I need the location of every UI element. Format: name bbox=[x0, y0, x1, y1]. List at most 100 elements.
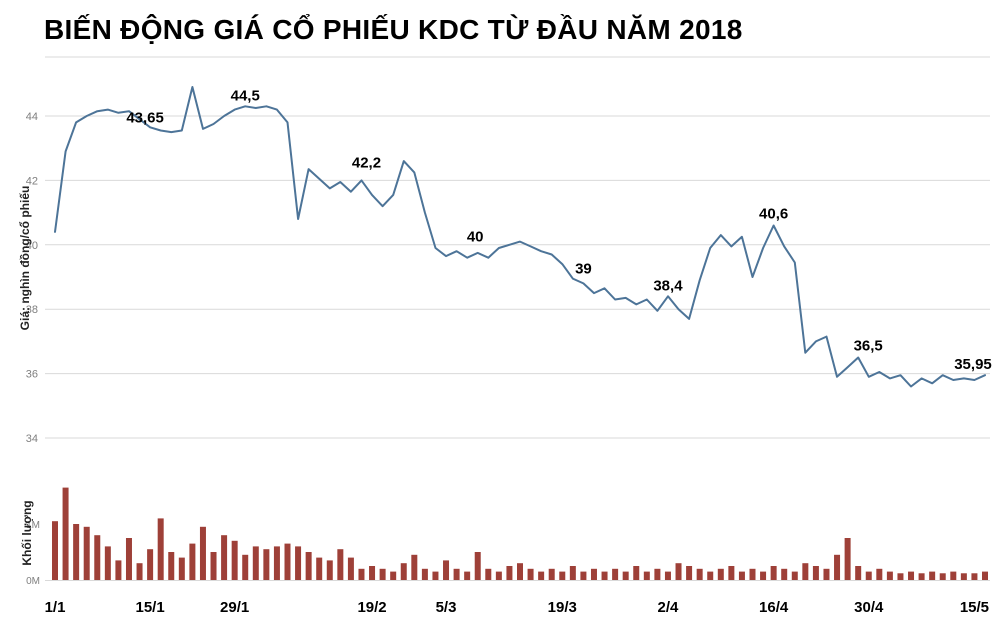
volume-bar bbox=[231, 540, 238, 580]
volume-bar bbox=[612, 568, 619, 580]
x-axis-tick-label: 19/2 bbox=[357, 599, 386, 616]
x-axis-tick-label: 15/1 bbox=[136, 599, 165, 616]
volume-bar bbox=[918, 573, 925, 580]
volume-bar bbox=[590, 568, 597, 580]
volume-axis-tick-label: 1M bbox=[26, 520, 40, 531]
volume-bar bbox=[654, 568, 661, 580]
volume-bar bbox=[147, 549, 154, 580]
volume-bar bbox=[464, 571, 471, 580]
volume-bar bbox=[643, 571, 650, 580]
volume-bar bbox=[675, 563, 682, 580]
volume-bar bbox=[569, 566, 576, 580]
volume-bar bbox=[749, 568, 756, 580]
price-axis-tick-label: 38 bbox=[26, 304, 38, 316]
volume-bar bbox=[622, 571, 629, 580]
price-point-label: 35,95 bbox=[954, 356, 992, 373]
volume-bar bbox=[52, 521, 58, 580]
volume-bar bbox=[738, 571, 745, 580]
volume-bar bbox=[580, 571, 587, 580]
volume-bar bbox=[664, 571, 671, 580]
volume-bar bbox=[506, 566, 513, 580]
volume-bar bbox=[157, 518, 164, 580]
volume-bar bbox=[886, 571, 893, 580]
volume-bar bbox=[273, 546, 280, 580]
volume-bar bbox=[802, 563, 809, 580]
volume-bar bbox=[474, 552, 481, 580]
volume-bar bbox=[347, 557, 354, 580]
volume-bar bbox=[770, 566, 777, 580]
x-axis-tick-label: 1/1 bbox=[45, 599, 66, 616]
volume-bar bbox=[83, 526, 90, 580]
price-point-label: 43,65 bbox=[126, 109, 164, 126]
volume-bar bbox=[125, 538, 132, 580]
chart-title: BIẾN ĐỘNG GIÁ CỔ PHIẾU KDC TỪ ĐẦU NĂM 20… bbox=[44, 14, 743, 45]
x-axis-tick-label: 2/4 bbox=[658, 599, 680, 616]
volume-bar bbox=[221, 535, 228, 580]
volume-bar bbox=[728, 566, 735, 580]
x-axis-tick-label: 29/1 bbox=[220, 599, 249, 616]
volume-bar bbox=[94, 535, 101, 580]
volume-bar bbox=[295, 546, 302, 580]
volume-bar bbox=[115, 560, 122, 580]
price-point-label: 36,5 bbox=[854, 338, 883, 355]
price-axis-tick-label: 42 bbox=[26, 175, 38, 187]
volume-bar bbox=[485, 568, 492, 580]
volume-bar bbox=[548, 568, 555, 580]
volume-bar bbox=[897, 573, 904, 580]
price-axis-tick-label: 44 bbox=[26, 111, 38, 123]
volume-bar bbox=[62, 487, 69, 580]
volume-bar bbox=[453, 568, 460, 580]
price-axis-title: Giá: nghìn đồng/cổ phiếu bbox=[18, 185, 32, 331]
volume-bar bbox=[379, 568, 386, 580]
x-axis-tick-label: 19/3 bbox=[548, 599, 577, 616]
price-point-label: 40 bbox=[467, 229, 484, 246]
volume-bar bbox=[855, 566, 862, 580]
volume-bar bbox=[971, 573, 978, 580]
volume-bar bbox=[316, 557, 323, 580]
volume-bar bbox=[411, 554, 418, 580]
volume-bar bbox=[982, 571, 988, 580]
volume-bar bbox=[168, 552, 175, 580]
volume-bar bbox=[189, 543, 196, 580]
volume-bar bbox=[686, 566, 693, 580]
volume-bar bbox=[908, 571, 915, 580]
volume-bar bbox=[495, 571, 502, 580]
x-axis-tick-label: 16/4 bbox=[759, 599, 789, 616]
volume-bar bbox=[432, 571, 439, 580]
price-line bbox=[54, 86, 986, 388]
x-axis-tick-label: 5/3 bbox=[436, 599, 457, 616]
volume-bar bbox=[284, 543, 291, 580]
volume-axis-tick-label: 0M bbox=[26, 576, 40, 587]
volume-bar bbox=[527, 568, 534, 580]
volume-bar bbox=[696, 568, 703, 580]
volume-bar bbox=[421, 568, 428, 580]
volume-bar bbox=[717, 568, 724, 580]
volume-bar bbox=[390, 571, 397, 580]
price-point-label: 40,6 bbox=[759, 205, 788, 222]
volume-bar bbox=[929, 571, 936, 580]
volume-bar bbox=[400, 563, 407, 580]
volume-bar bbox=[517, 563, 523, 580]
volume-bar bbox=[707, 571, 714, 580]
volume-bar bbox=[844, 538, 851, 580]
x-axis-tick-label: 30/4 bbox=[854, 599, 884, 616]
volume-bar bbox=[823, 568, 830, 580]
volume-bar bbox=[210, 552, 217, 580]
price-point-label: 39 bbox=[575, 260, 592, 277]
volume-bar bbox=[178, 557, 185, 580]
volume-bar bbox=[939, 573, 946, 580]
volume-bar bbox=[538, 571, 545, 580]
volume-bar bbox=[252, 546, 259, 580]
price-point-label: 38,4 bbox=[653, 277, 683, 294]
volume-bar bbox=[950, 571, 957, 580]
volume-bar bbox=[791, 571, 798, 580]
volume-bar bbox=[242, 554, 249, 580]
volume-bar bbox=[760, 571, 767, 580]
volume-bar bbox=[369, 566, 376, 580]
volume-bar bbox=[865, 571, 872, 580]
volume-axis-title: Khối lượng bbox=[20, 500, 34, 566]
volume-bar bbox=[199, 526, 206, 580]
volume-bar bbox=[104, 546, 111, 580]
